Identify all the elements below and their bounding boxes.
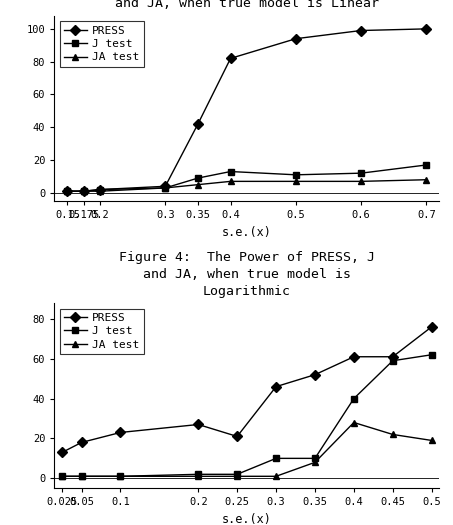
J test <box>293 172 299 178</box>
JA test <box>228 178 233 184</box>
J test <box>118 473 123 479</box>
JA test <box>163 185 168 191</box>
PRESS <box>79 439 84 446</box>
PRESS <box>424 26 429 32</box>
Title: Figure 4:  The Power of PRESS, J
and JA, when true model is
Logarithmic: Figure 4: The Power of PRESS, J and JA, … <box>119 250 375 298</box>
J test <box>390 358 395 364</box>
Line: JA test: JA test <box>64 176 430 195</box>
PRESS <box>65 188 70 194</box>
PRESS <box>293 36 299 42</box>
J test <box>81 188 87 194</box>
Line: J test: J test <box>59 351 435 480</box>
JA test <box>235 473 240 479</box>
PRESS <box>81 188 87 194</box>
PRESS <box>351 354 357 360</box>
JA test <box>358 178 364 184</box>
JA test <box>312 459 318 466</box>
JA test <box>79 473 84 479</box>
J test <box>65 188 70 194</box>
PRESS <box>358 27 364 34</box>
PRESS <box>118 429 123 436</box>
JA test <box>351 419 357 426</box>
J test <box>424 162 429 168</box>
J test <box>429 352 434 358</box>
PRESS <box>273 383 279 390</box>
PRESS <box>195 121 201 127</box>
PRESS <box>390 354 395 360</box>
PRESS <box>97 186 103 193</box>
X-axis label: s.e.(x): s.e.(x) <box>222 226 272 239</box>
JA test <box>293 178 299 184</box>
JA test <box>390 432 395 438</box>
JA test <box>65 188 70 194</box>
PRESS <box>235 433 240 439</box>
PRESS <box>228 55 233 61</box>
JA test <box>429 437 434 444</box>
PRESS <box>59 449 65 456</box>
PRESS <box>163 183 168 190</box>
X-axis label: s.e.(x): s.e.(x) <box>222 513 272 525</box>
Legend: PRESS, J test, JA test: PRESS, J test, JA test <box>60 309 144 354</box>
Line: PRESS: PRESS <box>59 323 435 456</box>
J test <box>59 473 65 479</box>
Line: JA test: JA test <box>59 419 435 480</box>
PRESS <box>312 372 318 378</box>
Legend: PRESS, J test, JA test: PRESS, J test, JA test <box>60 22 144 67</box>
J test <box>358 170 364 176</box>
JA test <box>424 176 429 183</box>
JA test <box>118 473 123 479</box>
PRESS <box>429 324 434 330</box>
JA test <box>273 473 279 479</box>
J test <box>195 175 201 181</box>
J test <box>79 473 84 479</box>
Line: PRESS: PRESS <box>64 25 430 195</box>
JA test <box>195 182 201 188</box>
PRESS <box>196 422 201 428</box>
J test <box>196 471 201 477</box>
JA test <box>81 188 87 194</box>
J test <box>228 169 233 175</box>
J test <box>163 185 168 191</box>
Line: J test: J test <box>64 162 430 195</box>
JA test <box>59 473 65 479</box>
J test <box>97 186 103 193</box>
J test <box>312 455 318 461</box>
J test <box>351 395 357 402</box>
J test <box>273 455 279 461</box>
JA test <box>196 473 201 479</box>
Title: Figure 3:  The Power of PRESS, J
and JA, when true model is Linear: Figure 3: The Power of PRESS, J and JA, … <box>115 0 379 10</box>
JA test <box>97 188 103 194</box>
J test <box>235 471 240 477</box>
